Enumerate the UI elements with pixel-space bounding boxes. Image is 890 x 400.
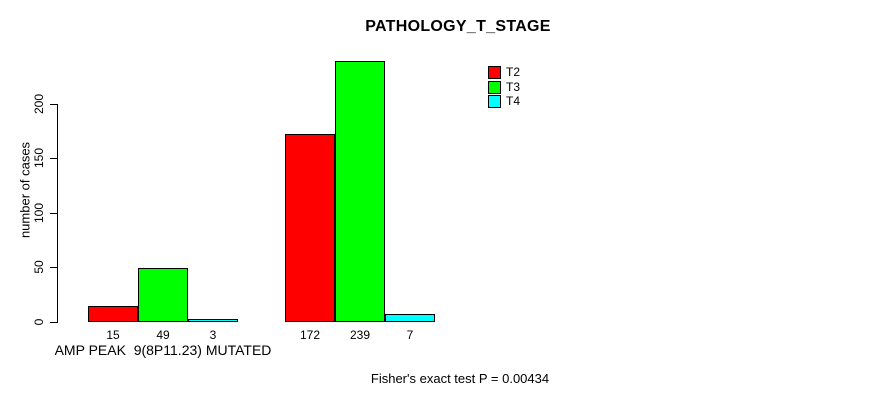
y-tick (50, 103, 57, 105)
y-tick-label: 0 (32, 318, 46, 326)
y-tick (50, 322, 57, 323)
bar-value-label: 3 (209, 328, 217, 342)
legend-label-t3: T3 (506, 79, 521, 94)
y-tick-label: 50 (32, 260, 46, 275)
legend-label-t4: T4 (506, 94, 521, 108)
y-axis-line (57, 103, 58, 323)
y-tick-label: 150 (32, 148, 46, 169)
bar-value-label: 7 (406, 328, 414, 342)
chart-title: PATHOLOGY_T_STAGE (365, 18, 551, 35)
y-tick (50, 158, 57, 160)
y-tick (50, 267, 57, 269)
bar-t3-group2 (335, 61, 385, 322)
y-tick-label: 200 (32, 93, 46, 114)
legend-swatch-t3 (488, 80, 501, 94)
x-group-label: AMP PEAK 9(8P11.23) MUTATED (54, 342, 272, 358)
fisher-test-annotation: Fisher's exact test P = 0.00434 (370, 371, 550, 386)
bar-value-label: 15 (106, 328, 120, 342)
bar-t4-group2 (385, 314, 435, 322)
legend-swatch-t4 (488, 95, 501, 108)
bar-value-label: 49 (156, 328, 170, 342)
bar-t2-group2 (285, 134, 335, 322)
bar-t3-group1 (138, 268, 188, 322)
bar-value-label: 239 (349, 328, 371, 342)
bar-value-label: 172 (299, 328, 321, 342)
y-tick-label: 100 (32, 202, 46, 223)
legend-label-t2: T2 (506, 65, 521, 79)
bar-t4-group1 (188, 319, 238, 322)
bar-t2-group1 (88, 306, 138, 322)
y-tick (50, 212, 57, 214)
legend-swatch-t2 (488, 66, 501, 79)
